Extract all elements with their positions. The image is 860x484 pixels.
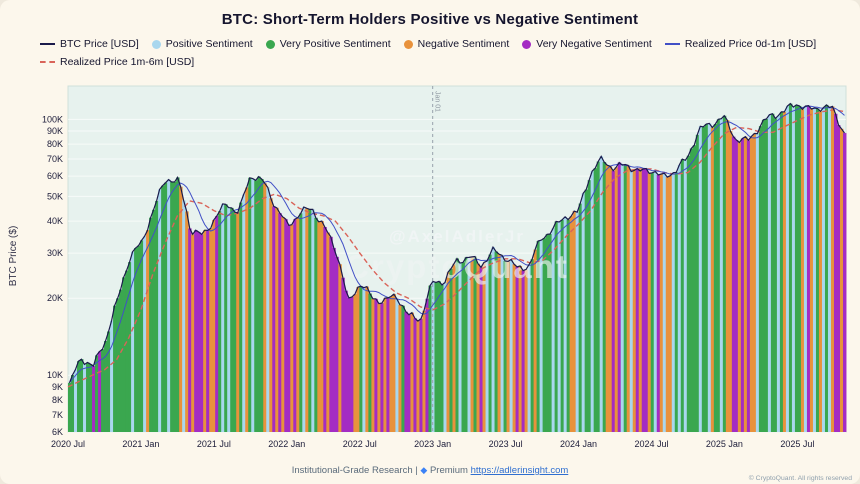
footer-premium-text: Premium <box>429 465 468 476</box>
footer: Institutional-Grade Research | ◆ Premium… <box>0 465 860 476</box>
legend-item-very-positive-sentiment[interactable]: Very Positive Sentiment <box>265 38 391 50</box>
chart-plot-area: Jan 01 @AxelAdlerJr CryptoQuant 100K 90K 80K 7… <box>36 80 860 458</box>
y-tick-label: 6K <box>52 427 63 437</box>
copyright-text: © CryptoQuant. All rights reserved <box>748 475 852 482</box>
y-tick-label: 7K <box>52 410 63 420</box>
legend-item-very-negative-sentiment[interactable]: Very Negative Sentiment <box>522 38 652 50</box>
realized-0d1m-line <box>69 105 845 384</box>
legend-label: Positive Sentiment <box>165 38 253 50</box>
legend-label: BTC Price [USD] <box>60 38 139 50</box>
x-tick-label: 2021 Jan <box>122 439 159 449</box>
watermark-brand: CryptoQuant <box>345 248 569 285</box>
legend-item-btc-price-usd-[interactable]: BTC Price [USD] <box>40 38 139 50</box>
y-tick-label: 10K <box>47 370 63 380</box>
footer-link[interactable]: https://adlerinsight.com <box>470 465 569 476</box>
footer-research-text: Institutional-Grade Research | <box>291 465 418 476</box>
legend-item-realized-price-1m-6m-usd-[interactable]: Realized Price 1m-6m [USD] <box>40 56 194 68</box>
legend-label: Negative Sentiment <box>417 38 510 50</box>
legend-dot-icon <box>522 39 532 49</box>
x-tick-label: 2025 Jul <box>780 439 814 449</box>
sentiment-bars <box>68 103 847 433</box>
legend-label: Realized Price 1m-6m [USD] <box>60 56 195 68</box>
x-tick-label: 2020 Jul <box>51 439 85 449</box>
btc-price-line <box>68 102 845 384</box>
legend-dot-icon <box>265 39 275 49</box>
legend-line-icon <box>40 61 55 63</box>
y-tick-label: 60K <box>47 171 63 181</box>
legend-label: Very Positive Sentiment <box>279 38 391 50</box>
y-tick-label: 40K <box>47 216 63 226</box>
y-tick-label: 50K <box>47 191 63 201</box>
watermark-handle: @AxelAdlerJr <box>389 227 525 246</box>
y-tick-label: 9K <box>52 382 63 392</box>
x-tick-label: 2024 Jul <box>634 439 668 449</box>
chart-title: BTC: Short-Term Holders Positive vs Nega… <box>221 11 639 28</box>
x-tick-label: 2023 Jul <box>489 439 523 449</box>
x-tick-label: 2022 Jan <box>268 439 305 449</box>
y-tick-label: 90K <box>47 126 63 136</box>
x-tick-label: 2023 Jan <box>414 439 451 449</box>
y-tick-label: 30K <box>47 248 63 258</box>
legend-label: Realized Price 0d-1m [USD] <box>684 38 817 50</box>
y-tick-label: 70K <box>47 154 63 164</box>
legend-label: Very Negative Sentiment <box>536 38 652 50</box>
chart-svg: Jan 01 @AxelAdlerJr CryptoQuant 100K 90K 80K 7… <box>42 85 847 449</box>
realized-1m6m-line <box>67 109 847 388</box>
diamond-icon: ◆ <box>420 465 428 475</box>
y-tick-label: 100K <box>42 114 63 124</box>
legend-line-icon <box>664 43 680 45</box>
jan01-vline-label: Jan 01 <box>434 91 441 112</box>
x-tick-label: 2022 Jul <box>343 439 377 449</box>
legend-dot-icon <box>403 39 413 49</box>
legend-item-negative-sentiment[interactable]: Negative Sentiment <box>403 38 510 50</box>
legend-item-positive-sentiment[interactable]: Positive Sentiment <box>151 38 253 50</box>
legend-dot-icon <box>151 39 161 49</box>
legend: BTC Price [USD] Positive Sentiment Very Po… <box>40 38 830 68</box>
legend-item-realized-price-0d-1m-usd-[interactable]: Realized Price 0d-1m [USD] <box>664 38 817 50</box>
x-tick-label: 2021 Jul <box>197 439 231 449</box>
x-tick-label: 2025 Jan <box>706 439 743 449</box>
y-axis-label: BTC Price ($) <box>8 225 19 287</box>
y-tick-label: 20K <box>47 293 63 303</box>
y-tick-label: 80K <box>47 139 63 149</box>
x-tick-label: 2024 Jan <box>560 439 597 449</box>
y-tick-label: 8K <box>52 395 63 405</box>
legend-line-icon <box>40 43 55 45</box>
